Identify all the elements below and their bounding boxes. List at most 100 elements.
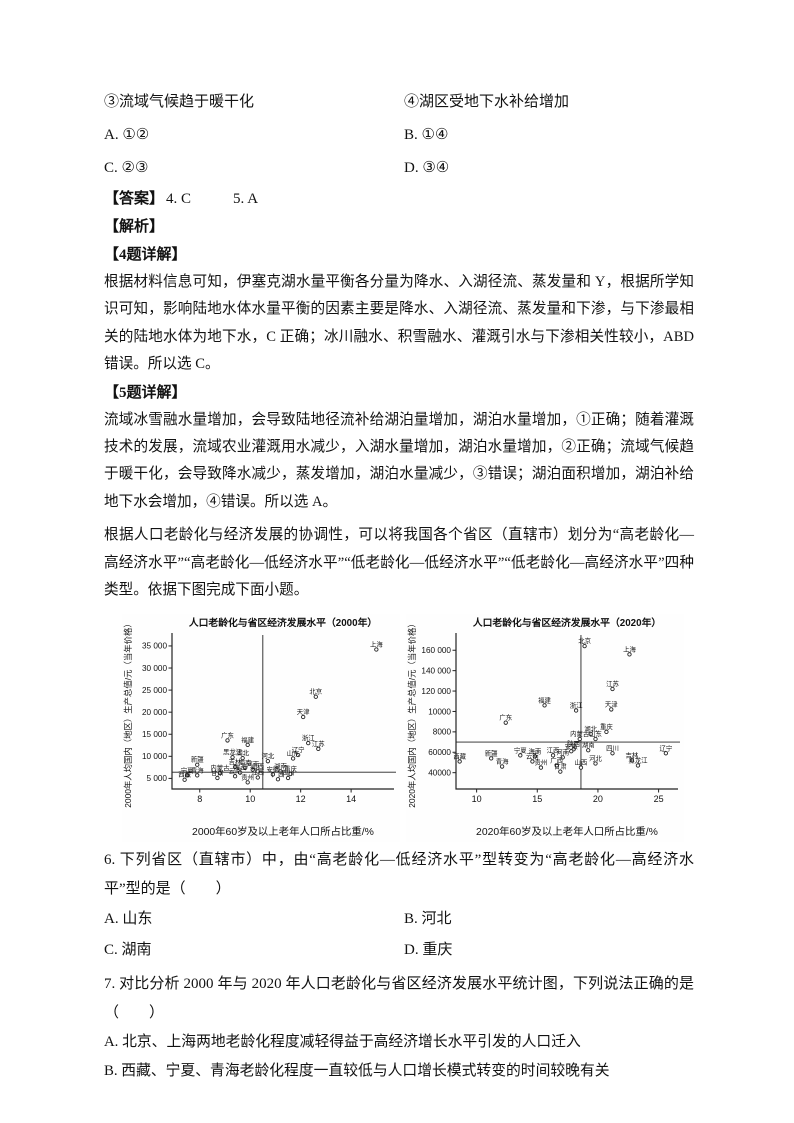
svg-text:人口老龄化与省区经济发展水平（2000年）: 人口老龄化与省区经济发展水平（2000年）	[189, 616, 377, 629]
svg-text:20 000: 20 000	[142, 708, 167, 717]
svg-text:山东: 山东	[589, 729, 602, 738]
scatter-chart-2000: 人口老龄化与省区经济发展水平（2000年） 8 10 12 14 35 000 30 000…	[122, 614, 400, 843]
q7-option-a: A. 北京、上海两地老龄化程度减轻得益于高经济增长水平引发的人口迁入	[104, 1034, 581, 1051]
option-c: C. ②③	[104, 160, 149, 176]
svg-text:25: 25	[654, 794, 664, 804]
svg-text:福建: 福建	[241, 735, 254, 744]
q6-options-row-cd: C. 湖南 D. 重庆	[104, 935, 694, 966]
svg-text:10: 10	[472, 794, 482, 804]
svg-text:湖南: 湖南	[582, 741, 595, 750]
q67-intro-paragraph: 根据人口老龄化与经济发展的协调性，可以将我国各个省区（直辖市）划分为“高老龄化—…	[104, 527, 694, 599]
svg-text:12: 12	[296, 794, 306, 804]
question6-text: 6. 下列省区（直辖市）中，由“高老龄化—低经济水平”型转变为“高老龄化—高经济…	[104, 852, 694, 898]
svg-text:上海: 上海	[370, 640, 383, 649]
q6-option-c: C. 湖南	[104, 942, 152, 959]
svg-text:广西: 广西	[272, 770, 285, 779]
svg-text:山西: 山西	[575, 758, 588, 767]
svg-text:10: 10	[245, 794, 255, 804]
stem-item-3: ③流域气候趋于暖干化	[104, 94, 255, 110]
svg-text:140 000: 140 000	[421, 667, 451, 676]
svg-text:贵州: 贵州	[535, 758, 548, 767]
svg-text:陕西: 陕西	[567, 740, 580, 749]
svg-text:海南: 海南	[239, 758, 252, 767]
svg-text:江苏: 江苏	[606, 679, 619, 688]
options-row-ab: A. ①② B. ①④	[104, 119, 694, 152]
svg-text:天津: 天津	[297, 709, 310, 717]
svg-text:湖北: 湖北	[584, 724, 597, 733]
svg-text:云南: 云南	[229, 767, 242, 776]
scatter-chart-2020: 人口老龄化与省区经济发展水平（2020年） 10 15 20 25 160 000 140 …	[406, 614, 684, 843]
q6-option-b: B. 河北	[404, 911, 452, 928]
stem-item-4: ④湖区受地下水补给增加	[404, 94, 570, 110]
detail5-header: 【5题详解】	[104, 384, 187, 401]
svg-text:8: 8	[197, 794, 202, 804]
svg-text:内蒙古: 内蒙古	[210, 764, 230, 773]
svg-text:15 000: 15 000	[142, 731, 167, 740]
figure-aging-vs-gdp: 人口老龄化与省区经济发展水平（2000年） 8 10 12 14 35 000 30 000…	[122, 614, 694, 843]
svg-text:福建: 福建	[538, 696, 551, 705]
svg-text:山西: 山西	[251, 762, 264, 771]
svg-text:重庆: 重庆	[284, 764, 297, 773]
svg-text:山东: 山东	[287, 749, 300, 758]
svg-text:辽宁: 辽宁	[292, 745, 305, 754]
svg-text:60000: 60000	[428, 749, 451, 758]
svg-text:广西: 广西	[550, 756, 563, 765]
svg-text:湖南: 湖南	[274, 762, 287, 771]
svg-text:陕西: 陕西	[234, 763, 247, 772]
svg-text:湖北: 湖北	[236, 749, 249, 758]
svg-text:海南: 海南	[528, 747, 541, 756]
svg-text:2020年60岁及以上老年人口所占比重/%: 2020年60岁及以上老年人口所占比重/%	[476, 825, 658, 838]
svg-text:浙江: 浙江	[570, 701, 583, 710]
svg-text:30 000: 30 000	[142, 664, 167, 673]
svg-text:青海: 青海	[191, 766, 204, 775]
svg-text:新疆: 新疆	[485, 749, 498, 758]
svg-text:西藏: 西藏	[453, 752, 466, 761]
svg-text:2000年60岁及以上老年人口所占比重/%: 2000年60岁及以上老年人口所占比重/%	[192, 825, 374, 838]
svg-text:20: 20	[593, 794, 603, 804]
svg-text:北京: 北京	[309, 687, 322, 696]
answer-label: 【答案】	[104, 191, 165, 207]
svg-text:25 000: 25 000	[142, 686, 167, 695]
svg-text:15: 15	[532, 794, 542, 804]
q6-options-row-ab: A. 山东 B. 河北	[104, 904, 694, 935]
svg-text:宁夏: 宁夏	[181, 766, 194, 775]
svg-text:宁夏: 宁夏	[514, 746, 527, 755]
svg-text:8000: 8000	[433, 728, 452, 737]
svg-text:江西: 江西	[251, 769, 264, 777]
svg-text:安徽: 安徽	[565, 742, 578, 751]
svg-text:安徽: 安徽	[267, 765, 280, 774]
svg-text:河南: 河南	[246, 760, 259, 769]
svg-text:河南: 河南	[556, 748, 569, 757]
svg-text:云南: 云南	[526, 752, 539, 761]
svg-text:河北: 河北	[589, 755, 602, 763]
svg-text:四川: 四川	[606, 745, 619, 753]
option-b: B. ①④	[404, 127, 449, 143]
svg-text:内蒙古: 内蒙古	[570, 729, 590, 738]
options-row-cd: C. ②③ D. ③④	[104, 152, 694, 185]
svg-text:辽宁: 辽宁	[659, 744, 672, 753]
svg-text:江苏: 江苏	[312, 739, 325, 748]
svg-text:广东: 广东	[221, 731, 234, 740]
svg-text:广东: 广东	[499, 713, 512, 722]
option-a: A. ①②	[104, 127, 150, 143]
svg-text:40000: 40000	[428, 769, 451, 778]
svg-text:10000: 10000	[428, 708, 451, 717]
svg-text:黑龙江: 黑龙江	[223, 748, 243, 757]
svg-text:浙江: 浙江	[302, 734, 315, 743]
svg-text:10 000: 10 000	[142, 753, 167, 762]
svg-text:120 000: 120 000	[421, 687, 451, 696]
svg-text:吉林: 吉林	[626, 751, 639, 760]
svg-text:北京: 北京	[578, 637, 591, 646]
svg-text:2000年人均国内（地区）生产总值/元（当年价格）: 2000年人均国内（地区）生产总值/元（当年价格）	[123, 620, 133, 808]
answer-q4: 4. C	[166, 191, 192, 207]
svg-text:14: 14	[346, 794, 356, 804]
question7-text: 7. 对比分析 2000 年与 2020 年人口老龄化与省区经济发展水平统计图，…	[104, 976, 694, 1022]
svg-text:重庆: 重庆	[600, 722, 613, 731]
svg-text:吉林: 吉林	[229, 757, 242, 766]
detail4-paragraph: 根据材料信息可知，伊塞克湖水量平衡各分量为降水、入湖径流、蒸发量和 Y，根据所学…	[104, 274, 694, 373]
answer-q5: 5. A	[233, 191, 259, 207]
svg-text:上海: 上海	[623, 645, 636, 654]
q6-option-a: A. 山东	[104, 911, 153, 928]
stem-options-row: ③流域气候趋于暖干化 ④湖区受地下水补给增加	[104, 86, 694, 119]
